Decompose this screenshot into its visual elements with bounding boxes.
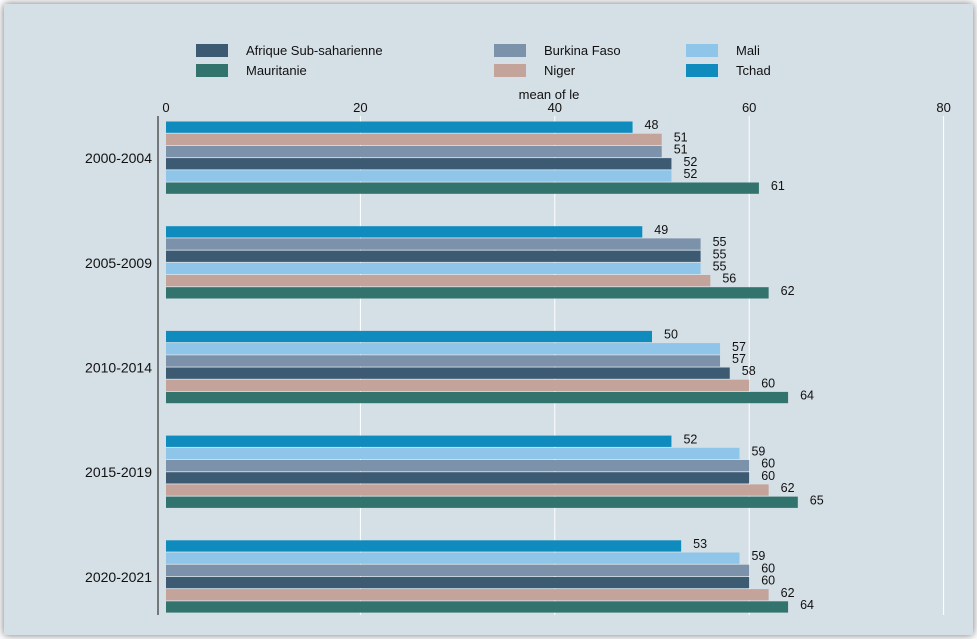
bar — [166, 355, 721, 367]
bar — [166, 133, 662, 145]
bar-chart: Afrique Sub-saharienne Burkina Faso Mali Ma… — [4, 4, 973, 635]
bar-value-label: 60 — [761, 376, 775, 390]
bar-value-label: 55 — [713, 247, 727, 261]
legend-label: Niger — [544, 63, 576, 78]
bar-value-label: 55 — [713, 235, 727, 249]
bar — [166, 484, 769, 496]
bar — [166, 447, 740, 460]
bars: 4851515252614955555556625057575860645259… — [166, 118, 824, 613]
bar-value-label: 62 — [781, 481, 795, 495]
y-category-label: 2010-2014 — [85, 360, 152, 376]
x-tick-label: 20 — [353, 100, 367, 115]
bar-value-label: 59 — [751, 549, 765, 563]
bar-value-label: 62 — [781, 586, 795, 600]
bar-value-label: 49 — [654, 223, 668, 237]
bar-value-label: 61 — [771, 179, 785, 193]
bar — [166, 330, 652, 343]
bar-value-label: 60 — [761, 561, 775, 575]
legend-label: Mali — [736, 43, 760, 58]
y-category-label: 2020-2021 — [85, 569, 152, 585]
chart-frame: Afrique Sub-saharienne Burkina Faso Mali Ma… — [4, 4, 973, 635]
x-axis-ticks: 0 20 40 60 80 — [162, 100, 950, 115]
bar — [166, 564, 750, 576]
bar — [166, 540, 682, 552]
bar — [166, 435, 672, 447]
bar — [166, 262, 701, 275]
bar — [166, 601, 789, 613]
x-axis-label: mean of le — [519, 87, 580, 102]
legend-label: Tchad — [736, 63, 771, 78]
legend: Afrique Sub-saharienne Burkina Faso Mali Ma… — [196, 43, 771, 78]
legend-swatch — [494, 44, 526, 57]
bar — [166, 238, 701, 250]
bar-value-label: 60 — [761, 457, 775, 471]
y-axis-categories: 2000-2004 2005-2009 2010-2014 2015-2019 2020… — [85, 150, 152, 585]
bar-value-label: 64 — [800, 598, 814, 612]
bar-value-label: 55 — [713, 259, 727, 273]
legend-swatch — [196, 64, 228, 77]
bar-value-label: 48 — [645, 118, 659, 132]
x-tick-label: 60 — [742, 100, 756, 115]
x-tick-label: 0 — [162, 100, 169, 115]
bar-value-label: 57 — [732, 352, 746, 366]
bar — [166, 182, 759, 194]
bar — [166, 576, 750, 589]
bar-value-label: 60 — [761, 574, 775, 588]
legend-swatch — [494, 64, 526, 77]
legend-label: Burkina Faso — [544, 43, 621, 58]
bar — [166, 552, 740, 564]
bar — [166, 367, 730, 379]
bar — [166, 145, 662, 158]
bar-value-label: 57 — [732, 340, 746, 354]
bar — [166, 379, 750, 391]
bar — [166, 121, 633, 133]
bar — [166, 460, 750, 472]
y-category-label: 2000-2004 — [85, 150, 152, 166]
legend-label: Afrique Sub-saharienne — [246, 43, 383, 58]
bar — [166, 275, 711, 287]
bar-value-label: 59 — [751, 444, 765, 458]
bar-value-label: 65 — [810, 493, 824, 507]
bar — [166, 250, 701, 262]
bar — [166, 496, 798, 508]
bar-value-label: 51 — [674, 130, 688, 144]
bar — [166, 226, 643, 238]
bar-value-label: 51 — [674, 143, 688, 157]
plot-background — [4, 4, 973, 635]
bar — [166, 287, 769, 299]
bar-value-label: 53 — [693, 537, 707, 551]
bar-value-label: 52 — [683, 155, 697, 169]
bar — [166, 472, 750, 484]
bar-value-label: 58 — [742, 364, 756, 378]
bar — [166, 158, 672, 170]
bar-value-label: 50 — [664, 328, 678, 342]
y-category-label: 2015-2019 — [85, 464, 152, 480]
bar — [166, 170, 672, 182]
x-tick-label: 40 — [548, 100, 562, 115]
bar-value-label: 52 — [683, 432, 697, 446]
bar-value-label: 62 — [781, 284, 795, 298]
legend-swatch — [196, 44, 228, 57]
legend-swatch — [686, 44, 718, 57]
legend-label: Mauritanie — [246, 63, 307, 78]
x-tick-label: 80 — [936, 100, 950, 115]
bar — [166, 343, 721, 355]
bar-value-label: 64 — [800, 389, 814, 403]
legend-swatch — [686, 64, 718, 77]
bar-value-label: 56 — [722, 272, 736, 286]
y-category-label: 2005-2009 — [85, 255, 152, 271]
bar — [166, 391, 789, 404]
bar — [166, 589, 769, 601]
bar-value-label: 52 — [683, 167, 697, 181]
bar-value-label: 60 — [761, 469, 775, 483]
